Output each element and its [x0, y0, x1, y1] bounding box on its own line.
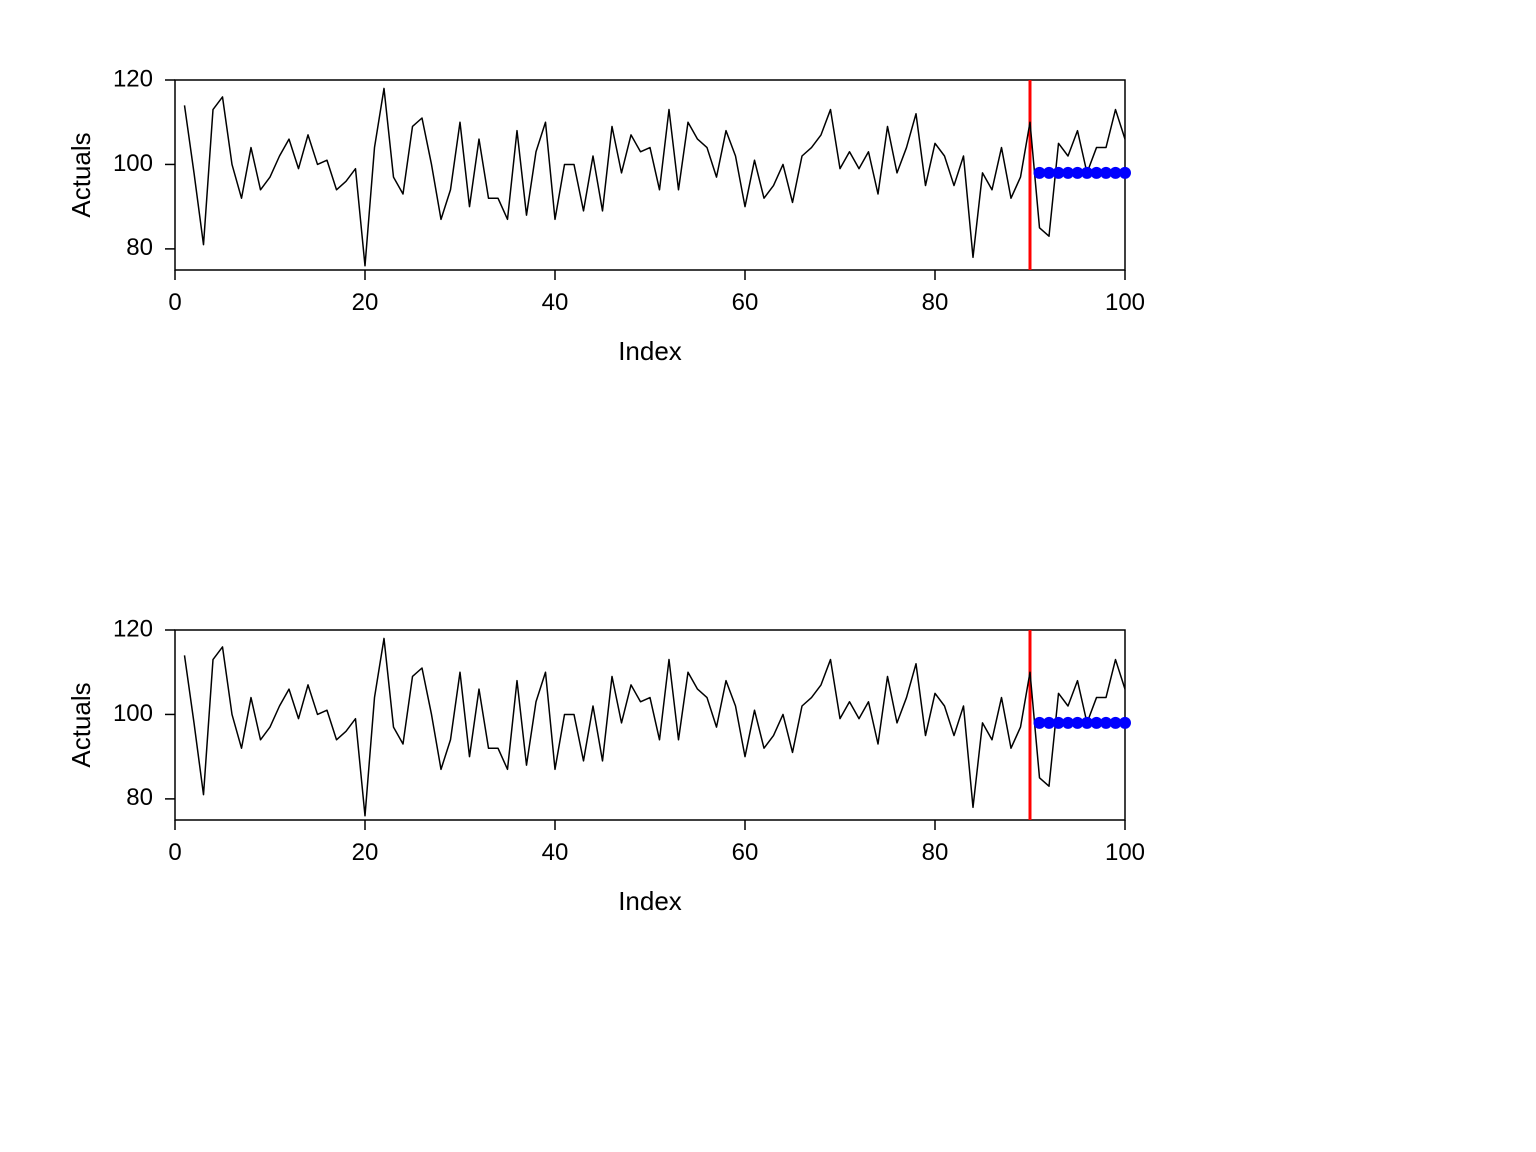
x-tick-label: 20 [352, 839, 379, 866]
forecast-marker [1119, 717, 1131, 729]
x-axis-label: Index [618, 336, 682, 366]
chart-svg-bottom: 0 20 40 60 80 100 80 100 120 Index Actuals [0, 570, 1536, 1050]
actuals-line [185, 88, 1126, 265]
x-axis-label: Index [618, 886, 682, 916]
x-tick-label: 20 [352, 289, 379, 316]
y-tick-label: 100 [113, 150, 153, 177]
x-tick-label: 80 [922, 839, 949, 866]
x-tick-label: 60 [732, 289, 759, 316]
x-tick-label: 100 [1105, 289, 1145, 316]
forecast-marker [1119, 167, 1131, 179]
chart-panel-top: 0 20 40 60 80 100 80 100 120 Index Actuals [0, 20, 1536, 500]
x-tick-label: 40 [542, 289, 569, 316]
chart-page: 0 20 40 60 80 100 80 100 120 Index Actuals 0 20 40 60… [0, 0, 1536, 1152]
y-tick-label: 120 [113, 615, 153, 642]
actuals-line [185, 638, 1126, 815]
x-tick-label: 0 [168, 289, 181, 316]
y-tick-label: 120 [113, 65, 153, 92]
chart-panel-bottom: 0 20 40 60 80 100 80 100 120 Index Actuals [0, 570, 1536, 1050]
y-tick-label: 100 [113, 700, 153, 727]
x-tick-label: 40 [542, 839, 569, 866]
x-tick-label: 0 [168, 839, 181, 866]
x-tick-label: 80 [922, 289, 949, 316]
y-axis-label: Actuals [66, 132, 96, 217]
y-axis-label: Actuals [66, 682, 96, 767]
y-tick-label: 80 [126, 784, 153, 811]
y-tick-label: 80 [126, 234, 153, 261]
x-tick-label: 100 [1105, 839, 1145, 866]
x-tick-label: 60 [732, 839, 759, 866]
chart-svg-top: 0 20 40 60 80 100 80 100 120 Index Actuals [0, 20, 1536, 500]
